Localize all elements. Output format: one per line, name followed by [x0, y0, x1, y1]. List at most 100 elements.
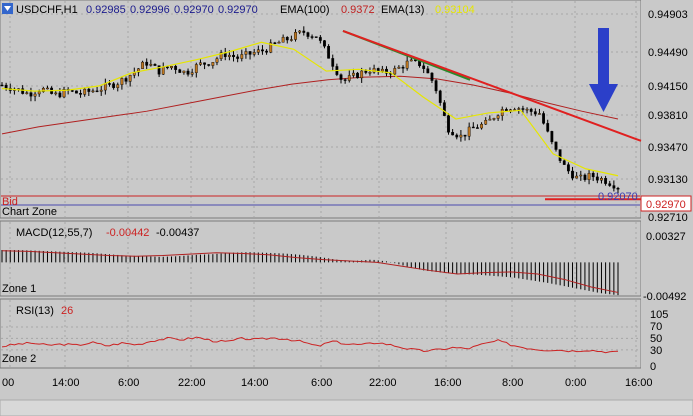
candle-body: [422, 65, 426, 69]
rsi-plot: [1, 326, 640, 354]
candle-body: [327, 46, 331, 59]
candle-body: [46, 87, 49, 90]
candle-body: [95, 90, 99, 93]
candle-body: [4, 84, 8, 89]
candle-body: [25, 92, 29, 94]
candle-body: [248, 51, 252, 55]
candle-body: [352, 72, 355, 76]
price-tick: 0.93130: [648, 174, 688, 186]
price-tick: 0.94490: [648, 47, 688, 59]
candle-body: [178, 69, 182, 73]
candle-body: [306, 32, 310, 37]
candle-body: [0, 84, 4, 87]
candle-body: [616, 187, 620, 190]
candle-body: [368, 72, 372, 74]
candle-body: [157, 65, 161, 75]
candle-body: [240, 54, 244, 59]
candle-body: [99, 89, 103, 92]
candle-body: [401, 66, 405, 69]
ohlc-close: 0.92970: [218, 4, 258, 16]
trendline-red-down: [342, 29, 642, 142]
candle-body: [244, 51, 248, 55]
candle-body: [203, 62, 206, 65]
candle-body: [149, 63, 153, 66]
candle-body: [575, 175, 579, 179]
price-marker: 0.92070: [598, 191, 638, 203]
bid-label: Bid: [2, 196, 18, 208]
rsi-panel[interactable]: [0, 298, 642, 369]
current-price-label: 0.92970: [646, 199, 686, 211]
candle-body: [54, 92, 58, 95]
candle-body: [108, 83, 111, 85]
time-tick: 22:00: [178, 377, 206, 389]
time-tick: 6:00: [118, 377, 139, 389]
price-plot: [0, 26, 642, 206]
candle-body: [120, 78, 124, 85]
candle-body: [604, 178, 607, 184]
ema-short-label: EMA(13): [381, 4, 424, 16]
rsi-tick: 105: [650, 309, 668, 321]
ema-short-value: 0.93104: [435, 4, 475, 16]
down-arrow-icon: [589, 28, 618, 112]
candle-body: [471, 126, 475, 129]
candle-body: [265, 50, 268, 53]
candle-body: [533, 111, 537, 115]
candle-body: [318, 37, 322, 41]
candle-body: [58, 92, 62, 98]
horizontal-scrollbar[interactable]: [0, 399, 693, 416]
price-tick: 0.94903: [648, 9, 688, 21]
zone-1-label: Zone 1: [2, 283, 36, 295]
candle-body: [451, 132, 455, 136]
symbol-label: USDCHF,H1: [16, 4, 78, 16]
candle-body: [442, 102, 446, 116]
candle-body: [583, 174, 587, 180]
candle-body: [62, 89, 66, 98]
price-tick: 0.93810: [648, 110, 688, 122]
candle-body: [356, 72, 359, 79]
price-tick: 0.93470: [648, 142, 688, 154]
candle-body: [542, 113, 545, 124]
candle-body: [409, 59, 413, 62]
ohlc-high: 0.92996: [130, 4, 170, 16]
candle-body: [438, 90, 442, 103]
time-tick: 00: [2, 377, 14, 389]
candle-body: [256, 49, 260, 53]
rsi-tick: 0: [650, 361, 656, 373]
candle-body: [463, 134, 467, 137]
ohlc-low: 0.92970: [174, 4, 214, 16]
current-price-box: [640, 195, 692, 212]
candle-body: [550, 131, 554, 143]
candle-body: [83, 88, 87, 95]
candle-body: [591, 173, 595, 178]
candle-body: [579, 174, 583, 177]
candle-body: [273, 42, 277, 44]
rsi-line: [1, 336, 619, 354]
candle-body: [232, 54, 235, 58]
candle-body: [112, 83, 116, 88]
candle-body: [339, 74, 343, 80]
price-tick: 0.92710: [648, 212, 688, 224]
candle-body: [521, 108, 525, 110]
candle-body: [343, 79, 347, 81]
candle-body: [331, 58, 335, 67]
candle-body: [33, 93, 37, 97]
rsi-label: RSI(13): [16, 305, 54, 317]
candle-body: [525, 108, 529, 111]
candle-body: [323, 40, 326, 47]
candle-body: [447, 115, 450, 133]
price-axis[interactable]: [641, 0, 693, 370]
candle-body: [194, 64, 198, 73]
candle-body: [467, 126, 471, 137]
macd-label: MACD(12,55,7): [16, 227, 92, 239]
time-tick: 8:00: [502, 377, 523, 389]
time-tick: 16:00: [434, 377, 462, 389]
rsi-tick: 70: [650, 321, 662, 333]
time-tick: 14:00: [241, 377, 269, 389]
macd-scale-top: 0.00327: [646, 231, 686, 243]
macd-scale-bottom: -0.00492: [643, 291, 686, 303]
candle-body: [269, 42, 273, 53]
time-axis[interactable]: [0, 370, 693, 400]
macd-plot: [1, 250, 619, 296]
candle-body: [298, 30, 302, 33]
